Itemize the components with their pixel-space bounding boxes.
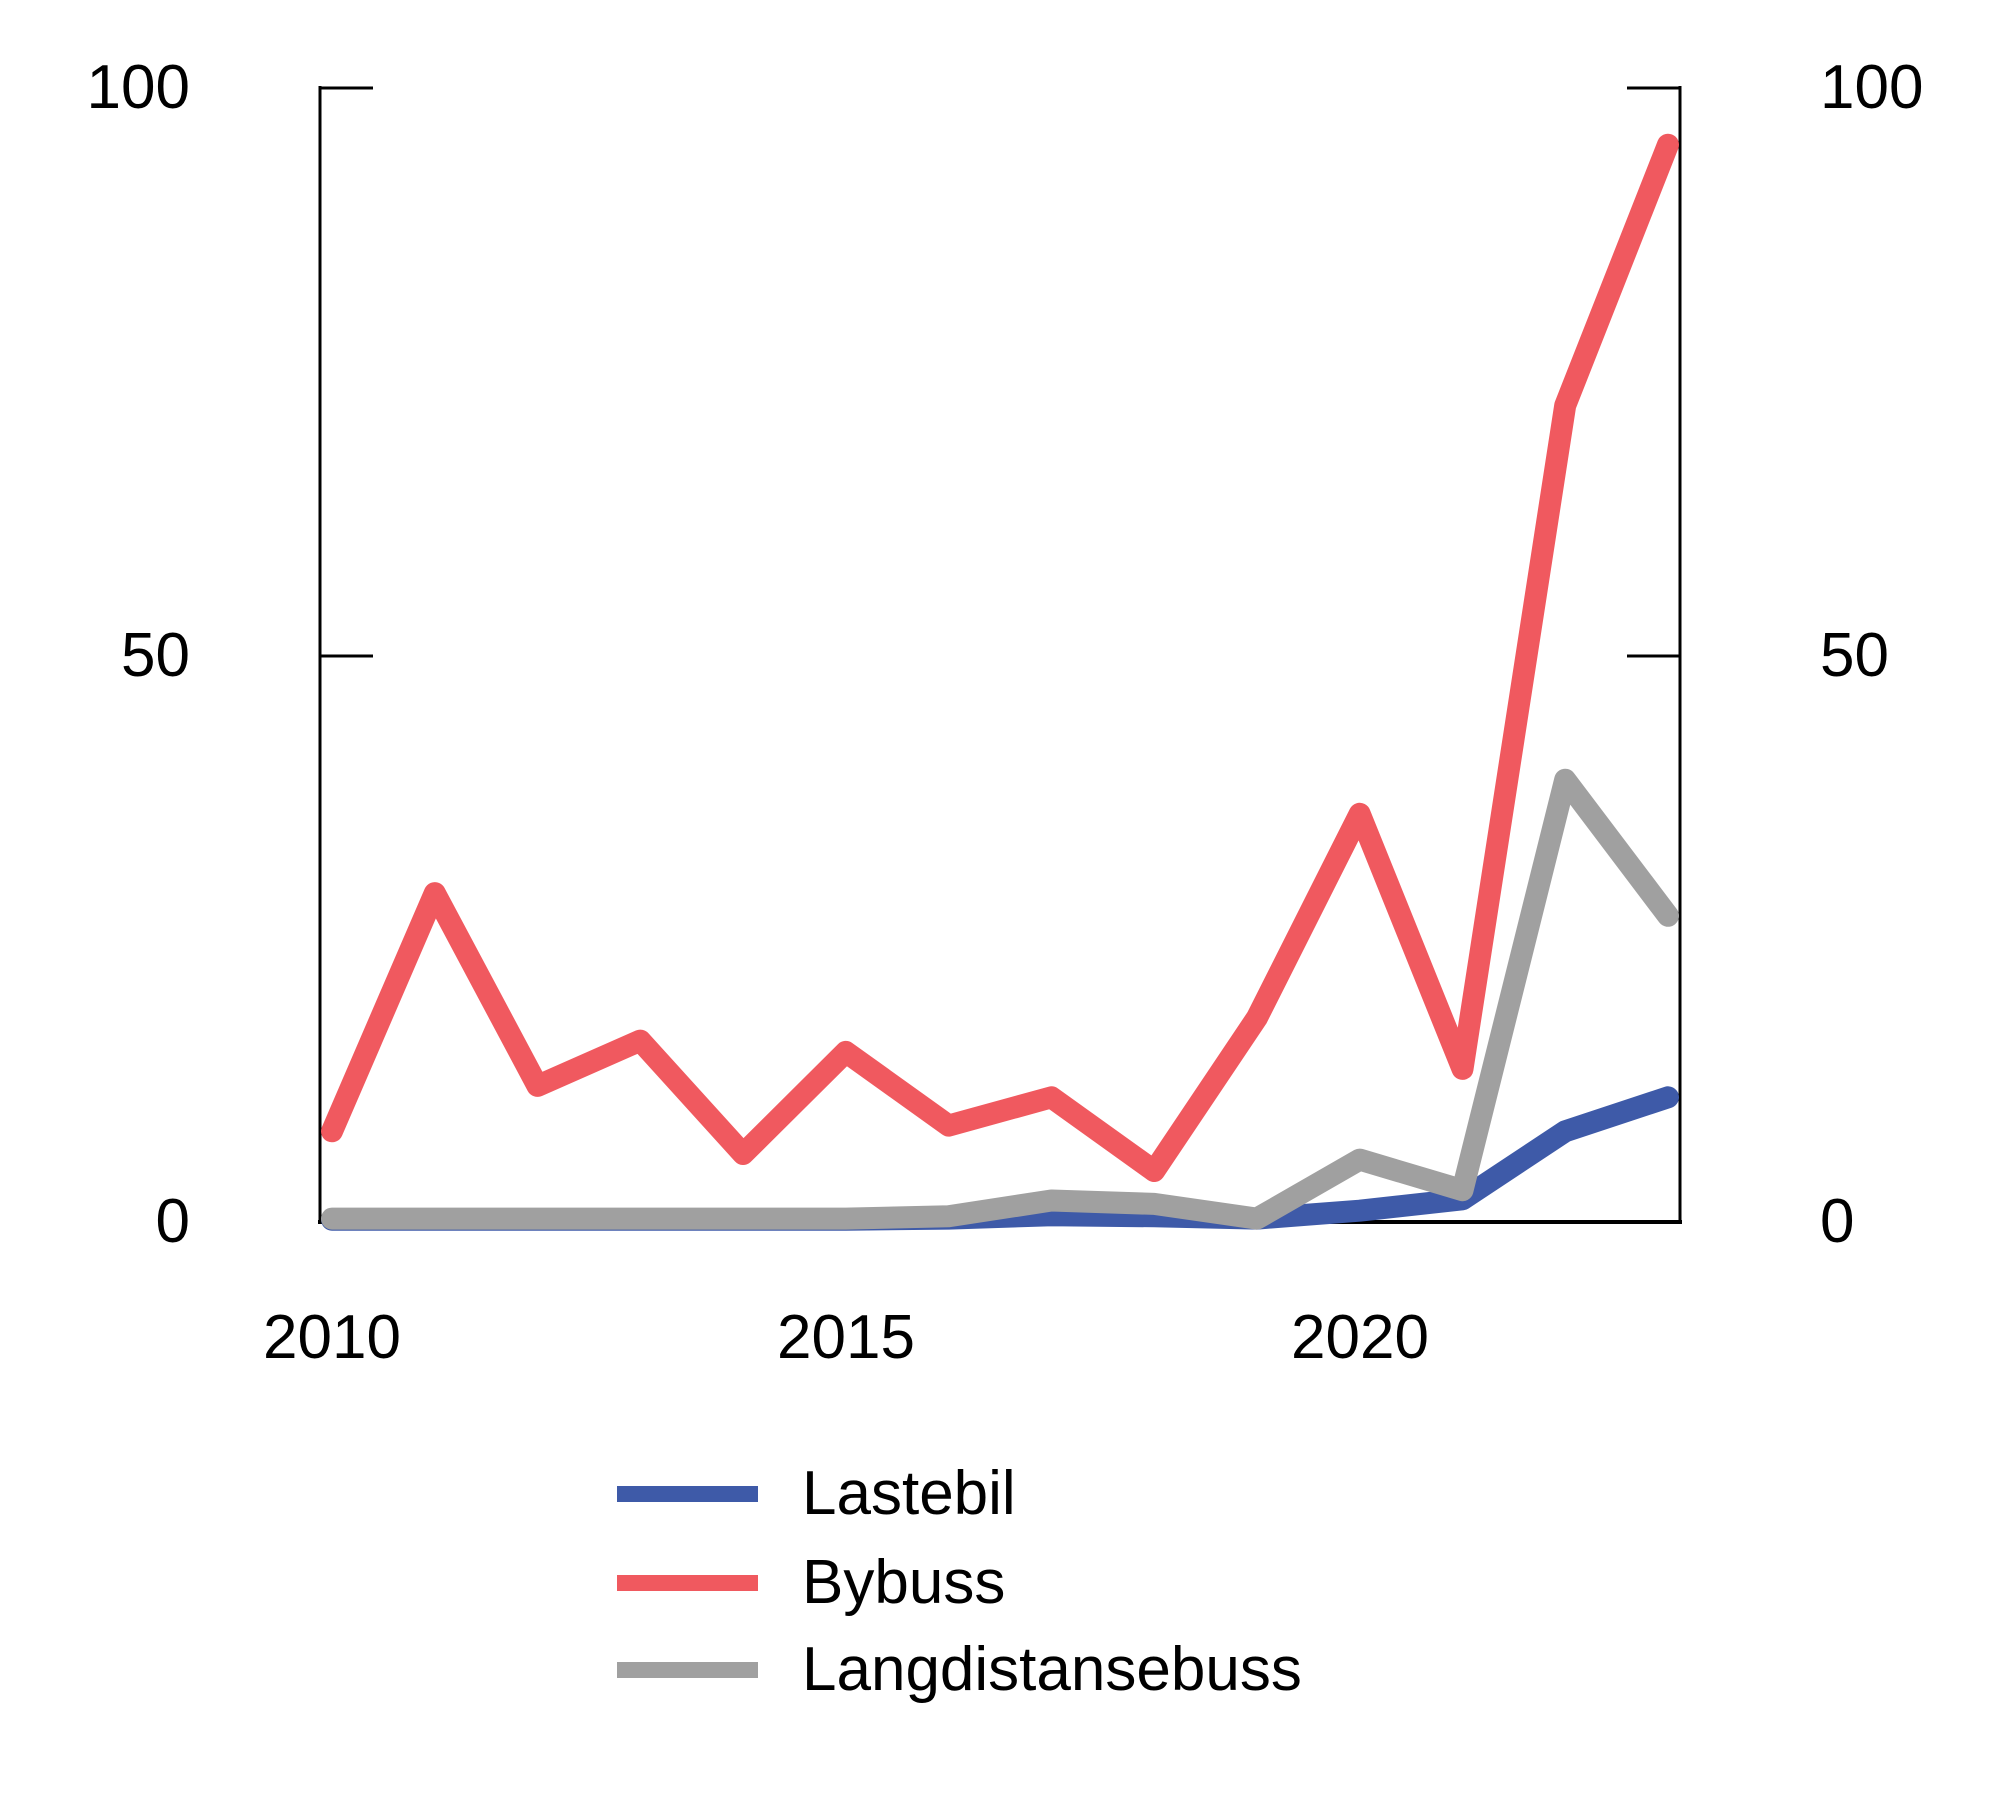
legend-item-bybuss: Bybuss xyxy=(617,1551,1005,1615)
x-label-2015: 2015 xyxy=(777,1303,915,1372)
y-left-label-0: 0 xyxy=(155,1187,190,1256)
y-left-label-100: 100 xyxy=(86,53,190,122)
series-lines-group xyxy=(321,133,1679,1231)
legend-label-langdistansebuss: Langdistansebuss xyxy=(802,1635,1302,1704)
legend-swatch-langdistansebuss xyxy=(617,1662,758,1678)
line-bybuss xyxy=(321,133,1679,1182)
y-right-label-100: 100 xyxy=(1820,53,1924,122)
y-left-label-50: 50 xyxy=(121,621,190,690)
y-right-label-0: 0 xyxy=(1820,1187,1855,1256)
x-label-2020: 2020 xyxy=(1291,1303,1429,1372)
x-label-2010: 2010 xyxy=(263,1303,401,1372)
y-right-label-50: 50 xyxy=(1820,621,1889,690)
legend-label-bybuss: Bybuss xyxy=(802,1548,1006,1617)
legend-item-lastebil: Lastebil xyxy=(617,1462,1016,1526)
legend-item-langdistansebuss: Langdistansebuss xyxy=(617,1638,1302,1702)
line-langdistansebuss xyxy=(321,768,1679,1230)
legend-label-lastebil: Lastebil xyxy=(802,1459,1016,1528)
legend-swatch-bybuss xyxy=(617,1575,758,1591)
legend-swatch-lastebil xyxy=(617,1486,758,1502)
